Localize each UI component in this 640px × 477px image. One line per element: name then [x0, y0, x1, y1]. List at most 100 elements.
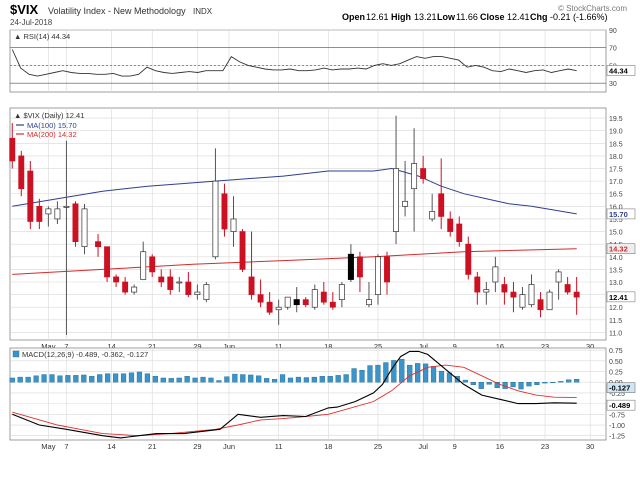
price-x-tick-label: 21 [148, 342, 156, 351]
rsi-title: ▲ RSI(14) 44.34 [14, 32, 70, 41]
macd-tick-label: -0.75 [609, 412, 625, 419]
price-x-tick-label: 11 [275, 342, 283, 351]
candle-body [393, 168, 399, 232]
macd-histogram-bar [184, 376, 190, 383]
candle-body [302, 299, 309, 306]
candle-body [63, 205, 70, 208]
ma200-value-tag: 14.32 [609, 245, 628, 254]
ma200-value-tag-box [606, 243, 636, 254]
macd-histogram-bar [216, 380, 222, 383]
price-x-tick-label: 18 [324, 342, 332, 351]
candle-body [573, 291, 580, 298]
candle-body [447, 218, 454, 232]
macd-histogram-bar [486, 382, 492, 385]
high-value: 13.21 [414, 12, 437, 22]
macd-histogram-bar [65, 375, 71, 383]
macd-histogram-bar [248, 374, 254, 383]
candle-body [167, 276, 174, 290]
price-x-tick-label: 16 [496, 342, 504, 351]
candle-body [528, 284, 535, 306]
price-tick-label: 11.0 [609, 330, 622, 337]
macd-histogram-bar [391, 360, 397, 383]
price-x-tick-label: 25 [374, 342, 382, 351]
chart-date: 24-Jul-2018 [10, 18, 53, 27]
candle-body [366, 299, 372, 306]
macd-x-tick-label: 11 [275, 442, 283, 451]
candle-body [149, 256, 156, 273]
macd-histogram-bar [510, 382, 516, 388]
macd-histogram-bar [192, 377, 198, 383]
macd-title: MACD(12,26,9) -0.489, -0.362, -0.127 [22, 350, 148, 359]
rsi-tick-label: 30 [609, 81, 617, 88]
candle-body [356, 256, 363, 278]
macd-x-tick-label: Jun [223, 442, 235, 451]
candle-body [483, 289, 490, 293]
price-tick-label: 16.5 [609, 192, 623, 199]
macd-histogram-bar [232, 373, 238, 383]
price-x-tick-label: May [41, 342, 55, 351]
macd-x-tick-label: 7 [64, 442, 68, 451]
candle-body [564, 284, 571, 293]
macd-histogram-bar [383, 362, 389, 383]
candle-body [248, 276, 255, 295]
macd-x-tick-label: 21 [148, 442, 156, 451]
rsi-value-tag-box [606, 65, 636, 76]
chart-symbol: $VIX [10, 2, 39, 17]
macd-histogram-bar [494, 382, 500, 388]
price-value-tag-box [606, 291, 636, 303]
candle-body [411, 163, 418, 190]
macd-value-tag: -0.489 [609, 401, 630, 410]
macd-histogram-bar [367, 365, 373, 383]
candle-body [203, 284, 210, 301]
macd-histogram-bar [49, 374, 55, 383]
macd-histogram-bar [327, 376, 333, 383]
macd-legend-swatch [12, 350, 20, 358]
macd-histogram-bar [279, 374, 286, 383]
macd-histogram-bar [407, 364, 413, 383]
macd-hist-value-tag: -0.127 [609, 384, 630, 393]
macd-histogram-bar [57, 375, 63, 383]
price-tick-label: 17.0 [609, 179, 623, 186]
macd-histogram-bar [240, 374, 246, 383]
candle-body [555, 271, 562, 283]
candle-body [456, 223, 463, 243]
candle-body [230, 218, 237, 232]
close-value: 12.41 [507, 12, 530, 22]
chart-security-name: Volatility Index - New Methodology [48, 6, 186, 16]
price-x-tick-label: 7 [64, 342, 68, 351]
candle-body [45, 208, 52, 215]
price-tick-label: 15.0 [609, 230, 623, 237]
price-tick-label: 18.0 [609, 154, 623, 161]
macd-histogram-bar [478, 382, 484, 389]
ma200-legend-label: MA(200) 14.32 [27, 130, 77, 139]
macd-histogram-bar [518, 382, 524, 390]
low-value: 11.66 [456, 12, 478, 22]
candle-body [537, 299, 544, 311]
macd-histogram-bar [375, 364, 381, 383]
macd-histogram-bar [462, 379, 468, 383]
candle-body [492, 266, 499, 283]
macd-histogram-bar [319, 376, 325, 383]
chart-exchange: INDX [193, 7, 213, 16]
candle-body [510, 291, 517, 298]
macd-x-tick-label: May [41, 442, 55, 451]
ma100-value-tag: 15.70 [609, 210, 628, 219]
candle-body [81, 208, 88, 248]
candle-body [275, 306, 282, 311]
macd-histogram-bar [73, 375, 79, 383]
macd-histogram-bar [438, 370, 445, 383]
candle-body [131, 286, 138, 293]
macd-histogram-bar [105, 373, 111, 383]
macd-histogram-bar [351, 368, 357, 383]
rsi-value-tag: 44.34 [609, 66, 629, 75]
macd-histogram-bar [287, 377, 294, 383]
macd-histogram-bar [271, 379, 278, 383]
low-label: Low [437, 12, 456, 22]
candle-body [140, 251, 147, 280]
candle-body [519, 294, 526, 308]
candle-body [158, 276, 165, 283]
macd-histogram-bar [97, 374, 103, 383]
macd-histogram-bar [550, 382, 556, 384]
candle-body [9, 137, 16, 162]
